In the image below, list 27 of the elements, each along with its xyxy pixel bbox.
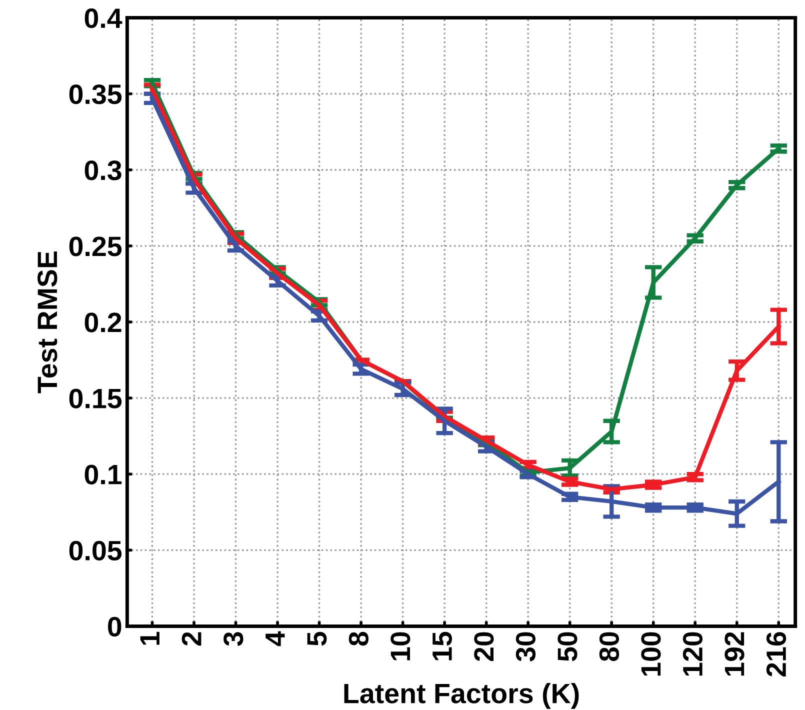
x-tick-label: 192 [724, 632, 744, 676]
x-tick-label: 8 [348, 632, 368, 646]
y-tick-label: 0.05 [69, 540, 122, 560]
x-tick-label: 120 [682, 632, 703, 676]
y-tick-label: 0.35 [69, 84, 122, 104]
y-axis-title: Test RMSE [38, 252, 58, 394]
y-tick-label: 0 [108, 616, 122, 637]
x-tick-label: 20 [474, 632, 494, 662]
x-tick-label: 4 [266, 631, 285, 646]
x-tick-label: 30 [516, 632, 536, 662]
y-tick-label: 0.4 [84, 8, 122, 28]
y-tick-label: 0.1 [84, 464, 122, 484]
y-tick-label: 0.25 [69, 236, 122, 256]
y-tick-label: 0.15 [69, 388, 122, 408]
x-tick-label: 5 [307, 632, 327, 646]
x-tick-label: 10 [390, 632, 410, 660]
x-axis-title: Latent Factors (K) [344, 682, 579, 709]
x-tick-label: 15 [432, 632, 452, 660]
x-tick-label: 100 [641, 632, 661, 676]
y-tick-label: 0.3 [84, 160, 122, 180]
x-tick-label: 2 [182, 632, 202, 646]
x-tick-label: 3 [224, 632, 244, 646]
x-tick-label: 216 [766, 632, 786, 676]
x-tick-label: 80 [599, 632, 620, 662]
x-tick-label: 50 [558, 632, 578, 662]
y-tick-label: 0.2 [84, 312, 122, 332]
x-tick-label: 1 [140, 632, 160, 645]
